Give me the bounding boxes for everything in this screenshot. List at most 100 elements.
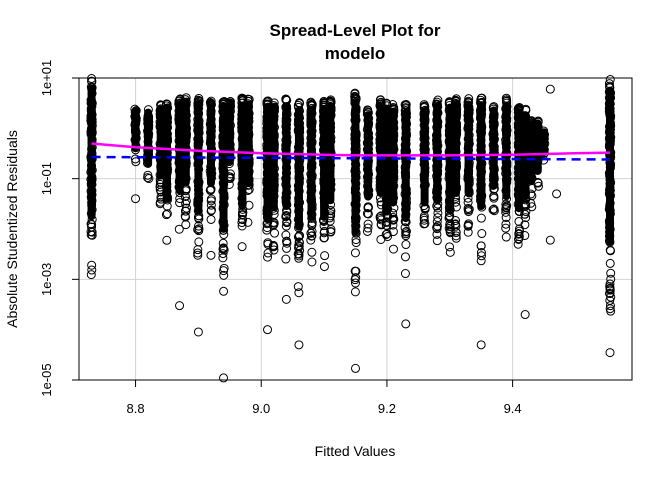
data-point — [193, 327, 203, 337]
data-point — [463, 227, 473, 237]
data-point — [363, 223, 373, 233]
data-point — [351, 363, 360, 373]
x-tick-label: 9.4 — [504, 401, 522, 416]
data-point — [269, 242, 279, 252]
data-point — [451, 233, 461, 243]
fit-lines — [91, 142, 611, 161]
y-tick-label: 1e-05 — [39, 363, 54, 396]
data-point — [488, 205, 498, 215]
y-tick-label: 1e-03 — [39, 263, 54, 296]
data-point — [451, 216, 461, 226]
data-point — [206, 250, 216, 260]
data-point — [175, 194, 185, 204]
data-point — [319, 221, 329, 231]
data-point — [175, 301, 185, 311]
data-point — [294, 288, 304, 298]
data-point — [131, 194, 141, 204]
data-point — [463, 203, 473, 213]
data-point — [181, 206, 191, 216]
data-point — [281, 230, 291, 240]
data-point — [319, 226, 329, 236]
data-point — [545, 84, 555, 94]
data-point — [281, 254, 291, 264]
data-point — [432, 217, 442, 227]
data-point — [605, 245, 615, 255]
data-point — [306, 228, 316, 238]
data-point — [325, 213, 335, 223]
data-point — [326, 226, 336, 236]
data-point — [604, 288, 614, 298]
data-point — [87, 260, 97, 270]
data-point — [219, 373, 229, 383]
data-point — [350, 278, 360, 288]
x-tick-label: 9.2 — [378, 401, 396, 416]
data-point — [282, 243, 292, 253]
data-point — [174, 224, 184, 234]
data-point — [319, 262, 329, 272]
data-point — [533, 181, 543, 191]
data-point — [489, 191, 499, 201]
data-point — [445, 242, 455, 252]
data-point — [263, 325, 273, 335]
data-point — [501, 219, 511, 229]
data-point — [489, 206, 499, 216]
data-point — [161, 210, 171, 220]
x-tick-label: 9.0 — [252, 401, 270, 416]
x-axis-label: Fitted Values — [315, 443, 396, 459]
smooth-line — [91, 142, 611, 157]
data-point — [606, 306, 616, 316]
data-point — [476, 213, 486, 223]
data-point — [219, 245, 229, 255]
data-point — [514, 229, 524, 239]
data-point — [383, 232, 393, 242]
data-point — [605, 348, 615, 358]
data-point — [476, 93, 486, 103]
x-axis: 8.8 9.0 9.2 9.4 — [127, 380, 522, 416]
data-point — [293, 232, 303, 242]
data-point — [281, 211, 291, 221]
data-point — [520, 231, 530, 241]
data-point — [294, 243, 303, 253]
data-point — [87, 227, 97, 237]
data-point — [400, 269, 410, 279]
data-point — [281, 221, 291, 231]
data-point — [433, 208, 443, 218]
data-point — [181, 191, 190, 201]
data-point — [224, 179, 234, 189]
data-point — [130, 154, 140, 164]
data-point — [520, 310, 530, 320]
data-point — [282, 218, 292, 228]
data-point — [306, 235, 316, 245]
data-point — [350, 88, 360, 98]
data-point — [225, 174, 235, 184]
data-point — [605, 301, 615, 311]
data-point — [193, 225, 203, 235]
data-point — [520, 220, 530, 230]
data-point — [194, 237, 204, 247]
data-point — [514, 226, 524, 236]
data-point — [533, 177, 543, 187]
data-point — [162, 201, 172, 211]
data-point — [219, 266, 229, 276]
data-point — [388, 244, 398, 254]
chart-title-line1: Spread-Level Plot for — [270, 21, 441, 40]
data-point — [86, 270, 96, 280]
data-point — [206, 214, 216, 224]
data-point — [363, 219, 373, 229]
reference-line — [91, 155, 611, 161]
data-point — [501, 223, 511, 233]
y-axis-label: Absolute Studentized Residuals — [4, 130, 20, 328]
data-point — [219, 286, 229, 296]
data-point — [463, 197, 473, 207]
data-point — [476, 340, 486, 350]
data-point — [351, 273, 361, 283]
data-point — [605, 279, 615, 289]
data-point — [501, 199, 511, 209]
data-point — [545, 235, 555, 245]
data-point — [527, 202, 537, 212]
data-point — [501, 232, 511, 242]
data-point — [521, 207, 531, 217]
data-point — [319, 233, 329, 243]
data-point — [237, 210, 247, 220]
data-point — [263, 252, 273, 262]
